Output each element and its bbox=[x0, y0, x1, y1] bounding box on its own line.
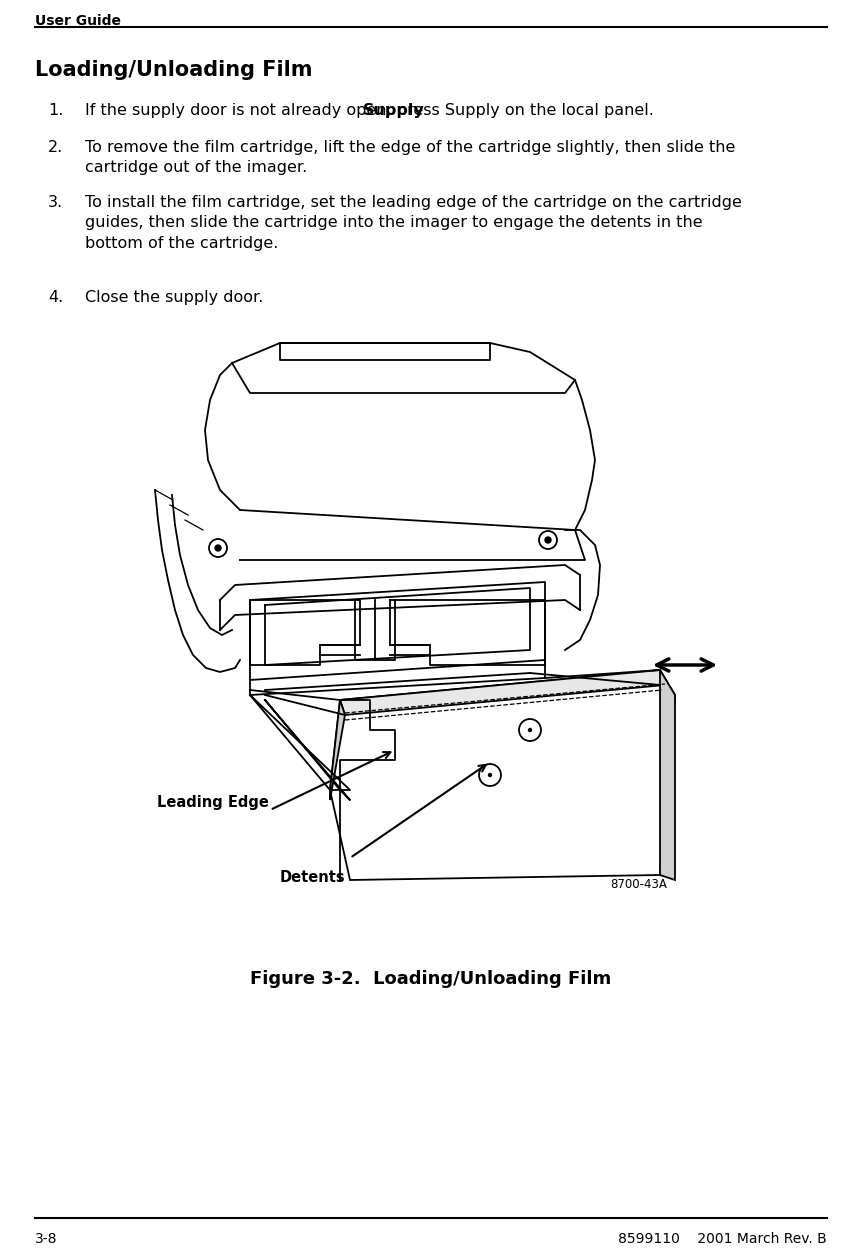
Text: 8599110    2001 March Rev. B: 8599110 2001 March Rev. B bbox=[617, 1232, 826, 1247]
Text: To remove the film cartridge, lift the edge of the cartridge slightly, then slid: To remove the film cartridge, lift the e… bbox=[85, 140, 734, 175]
Circle shape bbox=[214, 545, 220, 551]
Text: If the supply door is not already open, press Supply on the local panel.: If the supply door is not already open, … bbox=[85, 102, 653, 117]
Circle shape bbox=[488, 773, 491, 777]
Text: Supply: Supply bbox=[362, 102, 424, 117]
Text: User Guide: User Guide bbox=[35, 14, 121, 27]
Text: 3.: 3. bbox=[48, 195, 63, 210]
Text: Figure 3-2.  Loading/Unloading Film: Figure 3-2. Loading/Unloading Film bbox=[250, 970, 611, 988]
Circle shape bbox=[528, 728, 531, 732]
Text: 1.: 1. bbox=[48, 102, 64, 117]
Text: 2.: 2. bbox=[48, 140, 63, 155]
Polygon shape bbox=[339, 669, 664, 714]
Text: To install the film cartridge, set the leading edge of the cartridge on the cart: To install the film cartridge, set the l… bbox=[85, 195, 741, 251]
Text: Detents: Detents bbox=[280, 871, 345, 886]
Text: Close the supply door.: Close the supply door. bbox=[85, 290, 263, 305]
Polygon shape bbox=[330, 699, 344, 801]
Polygon shape bbox=[660, 669, 674, 881]
Polygon shape bbox=[330, 669, 674, 881]
Circle shape bbox=[544, 537, 550, 543]
Text: 8700-43A: 8700-43A bbox=[610, 878, 666, 891]
Text: Leading Edge: Leading Edge bbox=[157, 796, 269, 811]
Text: 3-8: 3-8 bbox=[35, 1232, 58, 1247]
Text: 4.: 4. bbox=[48, 290, 63, 305]
Text: Loading/Unloading Film: Loading/Unloading Film bbox=[35, 60, 313, 80]
